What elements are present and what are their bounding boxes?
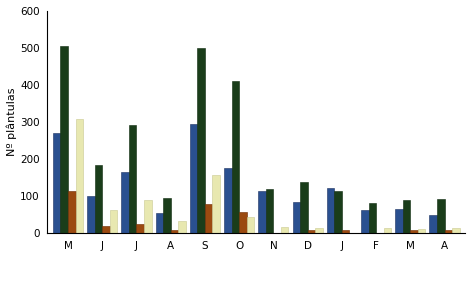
Bar — [156, 213, 163, 233]
Bar — [95, 165, 102, 233]
Bar — [212, 175, 220, 233]
Bar — [224, 168, 232, 233]
Bar — [102, 226, 110, 233]
Bar — [452, 228, 460, 233]
Bar — [197, 48, 205, 233]
Bar — [327, 188, 334, 233]
Bar — [384, 228, 391, 233]
Bar — [60, 46, 68, 233]
Bar — [281, 227, 288, 233]
Bar — [308, 230, 315, 233]
Bar — [232, 81, 239, 233]
Bar — [410, 230, 418, 233]
Bar — [129, 125, 136, 233]
Bar — [171, 230, 178, 233]
Bar — [190, 124, 197, 233]
Bar — [403, 200, 410, 233]
Bar — [178, 221, 186, 233]
Bar — [300, 182, 308, 233]
Bar — [334, 191, 342, 233]
Bar — [445, 230, 452, 233]
Bar — [437, 199, 445, 233]
Bar — [68, 191, 76, 233]
Bar — [110, 210, 118, 233]
Bar — [163, 198, 171, 233]
Bar — [144, 200, 152, 233]
Bar — [430, 216, 437, 233]
Bar — [361, 210, 369, 233]
Bar — [239, 212, 247, 233]
Bar — [293, 202, 300, 233]
Bar — [258, 191, 266, 233]
Bar — [395, 209, 403, 233]
Bar — [76, 120, 83, 233]
Bar — [342, 230, 349, 233]
Bar — [87, 196, 95, 233]
Bar — [418, 229, 425, 233]
Bar — [369, 203, 376, 233]
Bar — [247, 216, 254, 233]
Bar — [53, 133, 60, 233]
Bar — [205, 204, 212, 233]
Bar — [121, 172, 129, 233]
Bar — [266, 189, 273, 233]
Bar — [315, 228, 323, 233]
Y-axis label: Nº plântulas: Nº plântulas — [7, 88, 17, 156]
Bar — [136, 224, 144, 233]
